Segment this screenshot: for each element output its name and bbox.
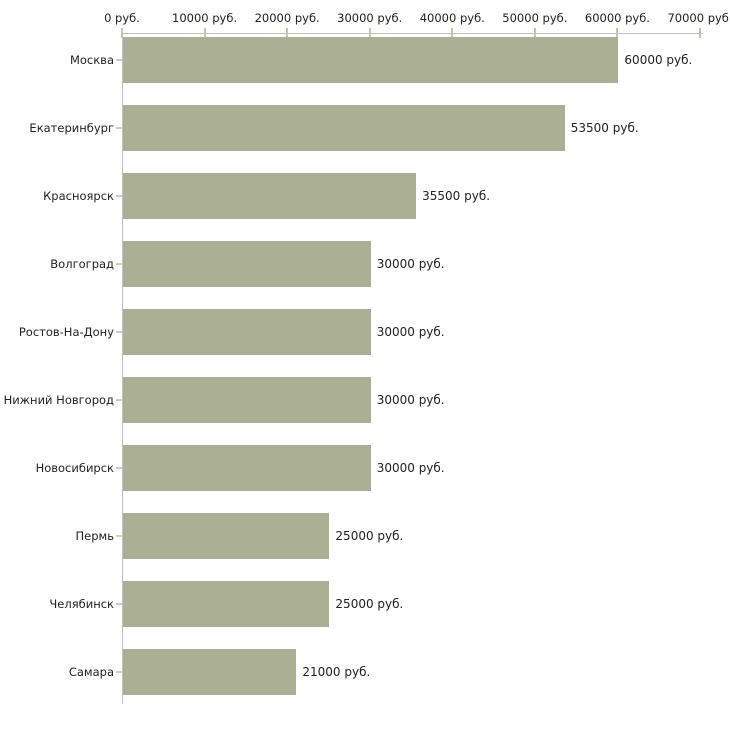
y-axis-tick [116,467,122,469]
category-label: Красноярск [43,189,114,203]
y-axis-tick [116,603,122,605]
y-axis-tick [116,671,122,673]
x-axis-tick-label: 20000 руб. [254,11,320,25]
category-label: Челябинск [49,597,114,611]
value-label: 25000 руб. [335,529,404,543]
y-axis-tick [116,399,122,401]
value-label: 30000 руб. [376,325,445,339]
x-axis-tick [451,28,454,38]
category-label: Волгоград [50,257,114,271]
x-axis-tick-label: 60000 руб. [584,11,650,25]
x-axis-tick [533,28,536,38]
y-axis-tick [116,195,122,197]
category-label: Самара [68,665,114,679]
bar [123,37,619,83]
bar [123,309,371,355]
bar [123,581,330,627]
category-label: Нижний Новгород [3,393,114,407]
bar [123,377,371,423]
x-axis-tick [286,28,289,38]
category-label: Ростов-На-Дону [18,325,114,339]
value-label: 30000 руб. [376,393,445,407]
bar [123,649,297,695]
category-label: Москва [69,53,114,67]
x-axis-tick-label: 30000 руб. [337,11,403,25]
x-axis-tick [121,28,123,38]
value-label: 21000 руб. [302,665,371,679]
category-label: Новосибирск [35,461,114,475]
x-axis-tick-label: 0 руб. [104,11,140,25]
bar [123,105,565,151]
y-axis-tick [116,59,122,61]
y-axis-tick [116,535,122,537]
x-axis-tick-label: 50000 руб. [502,11,568,25]
value-label: 60000 руб. [624,53,693,67]
value-label: 35500 руб. [422,189,491,203]
y-axis-tick [116,127,122,129]
y-axis-tick [116,331,122,333]
bar [123,445,371,491]
x-axis-tick-label: 70000 руб. [667,11,730,25]
x-axis-tick [699,28,701,38]
value-label: 25000 руб. [335,597,404,611]
x-axis-line [122,33,703,34]
x-axis-tick [616,28,619,38]
value-label: 30000 руб. [376,461,445,475]
bar [123,241,371,287]
value-label: 53500 руб. [570,121,639,135]
bar [123,173,417,219]
x-axis-tick [368,28,371,38]
x-axis-tick-label: 40000 руб. [419,11,485,25]
value-label: 30000 руб. [376,257,445,271]
x-axis-tick [203,28,206,38]
y-axis-tick [116,263,122,265]
bar [123,513,330,559]
category-label: Пермь [75,529,114,543]
y-axis-line [122,33,123,704]
x-axis-tick-label: 10000 руб. [172,11,238,25]
category-label: Екатеринбург [29,121,114,135]
